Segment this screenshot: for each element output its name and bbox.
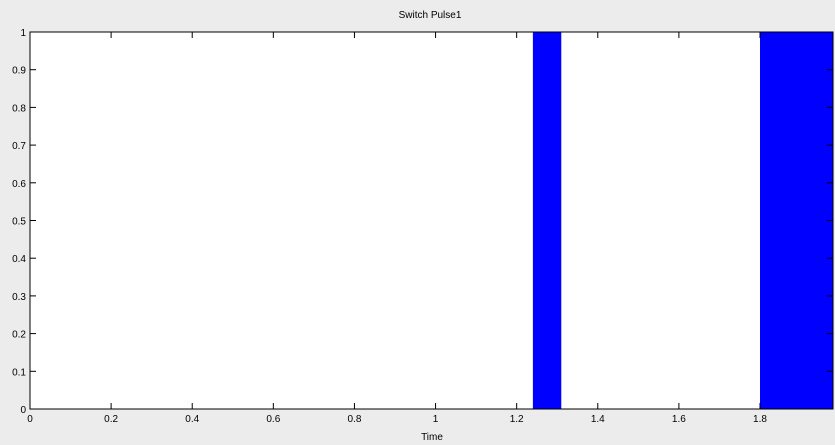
y-tick-label: 0.2: [12, 330, 26, 341]
x-tick-label: 1.8: [753, 414, 767, 425]
x-axis-label: Time: [421, 432, 443, 443]
chart-title: Switch Pulse1: [399, 10, 462, 21]
y-tick-label: 0.8: [12, 103, 26, 114]
y-tick-label: 0.5: [12, 217, 26, 228]
pulse-layer: [532, 32, 833, 409]
pulse-bar-2: [760, 32, 833, 409]
x-tick-label: 0.8: [347, 414, 361, 425]
y-tick-label: 0.4: [12, 254, 26, 265]
y-tick-label: 0.3: [12, 292, 26, 303]
pulse-bar-1: [532, 32, 562, 409]
y-tick-label: 1: [20, 28, 26, 39]
y-tick-label: 0.1: [12, 367, 26, 378]
y-tick-label: 0.6: [12, 179, 26, 190]
x-tick-label: 0.2: [104, 414, 118, 425]
y-tick-label: 0: [20, 405, 26, 416]
x-tick-label: 1.2: [510, 414, 524, 425]
y-tick-label: 0.7: [12, 141, 26, 152]
x-tick-label: 1.6: [672, 414, 686, 425]
x-tick-label: 0: [27, 414, 33, 425]
y-axis: 0 0.1 0.2 0.3 0.4 0.5 0.6 0.7 0.8 0.9 1: [12, 28, 833, 416]
plot-area: [30, 32, 833, 409]
x-tick-label: 0.6: [266, 414, 280, 425]
x-tick-label: 0.4: [185, 414, 199, 425]
x-axis: 0 0.2 0.4 0.6 0.8 1 1.2 1.4 1.6 1.8: [27, 32, 767, 425]
x-tick-label: 1: [433, 414, 439, 425]
y-tick-label: 0.9: [12, 66, 26, 77]
x-tick-label: 1.4: [591, 414, 605, 425]
